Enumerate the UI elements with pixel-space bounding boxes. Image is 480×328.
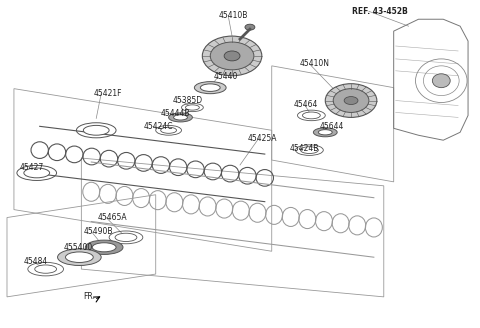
- Text: 45490B: 45490B: [84, 227, 113, 236]
- Ellipse shape: [210, 42, 254, 70]
- Ellipse shape: [168, 113, 192, 122]
- Text: 45427: 45427: [20, 163, 44, 173]
- Ellipse shape: [300, 147, 318, 154]
- Text: 455400: 455400: [63, 243, 93, 252]
- Text: FR.: FR.: [84, 292, 95, 301]
- Ellipse shape: [203, 36, 262, 76]
- Ellipse shape: [65, 252, 93, 262]
- Ellipse shape: [35, 265, 57, 273]
- Ellipse shape: [200, 84, 220, 92]
- Ellipse shape: [344, 96, 358, 105]
- Ellipse shape: [85, 240, 123, 255]
- Ellipse shape: [161, 127, 177, 133]
- Text: 45421F: 45421F: [93, 89, 122, 98]
- Text: 45425A: 45425A: [248, 134, 277, 143]
- Text: 45440: 45440: [213, 72, 238, 81]
- Text: 45465A: 45465A: [97, 213, 127, 222]
- Ellipse shape: [313, 128, 337, 137]
- Ellipse shape: [185, 105, 199, 110]
- Ellipse shape: [194, 82, 226, 94]
- Text: 45464: 45464: [294, 100, 318, 109]
- Text: 45385D: 45385D: [173, 96, 203, 105]
- Ellipse shape: [224, 51, 240, 61]
- Text: 45410N: 45410N: [300, 59, 329, 68]
- Ellipse shape: [302, 112, 320, 119]
- Text: REF. 43-452B: REF. 43-452B: [352, 7, 408, 16]
- Ellipse shape: [24, 168, 49, 178]
- Ellipse shape: [245, 24, 255, 30]
- Text: 45424C: 45424C: [144, 122, 173, 131]
- Text: 45444B: 45444B: [161, 109, 190, 118]
- Ellipse shape: [432, 74, 450, 88]
- Text: 45410B: 45410B: [218, 11, 248, 20]
- Text: 45484: 45484: [24, 257, 48, 266]
- Ellipse shape: [333, 89, 369, 113]
- Ellipse shape: [58, 249, 101, 265]
- Ellipse shape: [318, 130, 332, 135]
- Ellipse shape: [115, 233, 137, 241]
- Text: 45644: 45644: [319, 122, 344, 131]
- Ellipse shape: [325, 84, 377, 117]
- Ellipse shape: [174, 115, 188, 120]
- Ellipse shape: [84, 125, 109, 135]
- Text: 45424B: 45424B: [289, 144, 319, 153]
- Ellipse shape: [92, 243, 116, 252]
